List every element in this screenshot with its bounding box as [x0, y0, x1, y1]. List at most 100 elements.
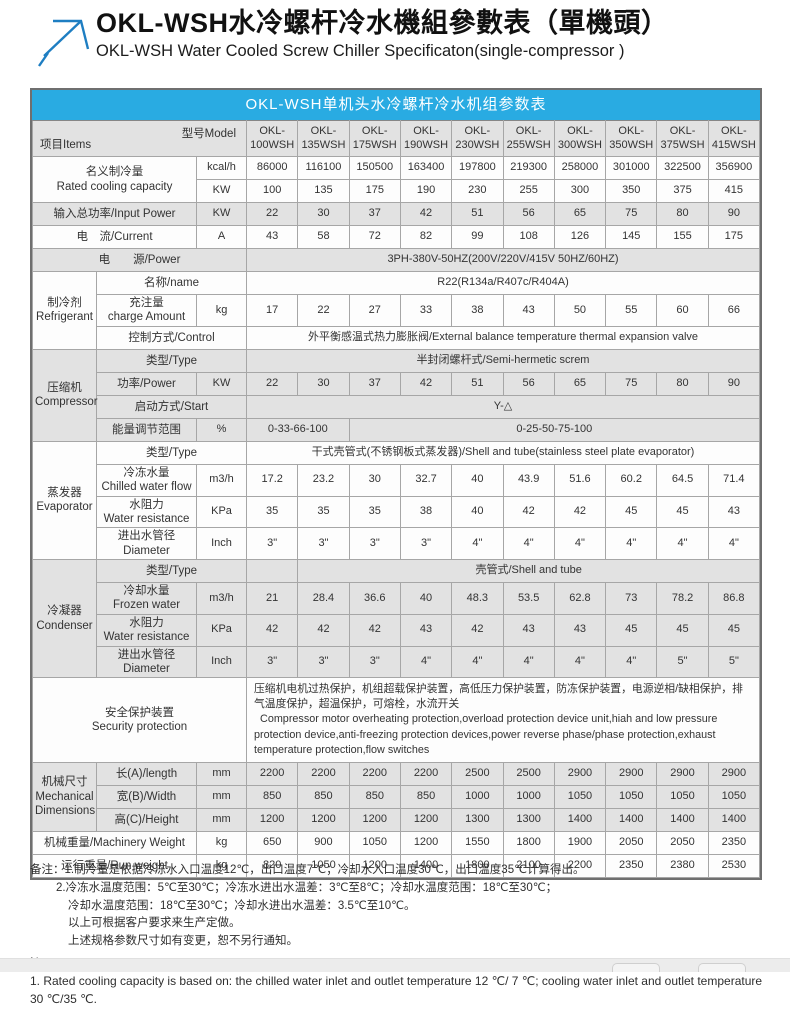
spec-value-cell: 2350	[605, 853, 658, 878]
row-label-en: Frozen water	[112, 599, 181, 612]
row-label-zh: 进出水管径	[117, 648, 176, 661]
items-label: 项目Items	[40, 138, 92, 151]
spec-value-cell: 40	[451, 495, 504, 529]
section-input-power: 输入总功率/Input Power KW 22 30 37 42 51 56 65 75 80 9…	[32, 202, 761, 226]
spec-value-cell: 48.3	[451, 582, 504, 615]
row-label: 能量调节范围	[96, 417, 197, 442]
row-label: 进出水管径 Diameter	[96, 527, 197, 560]
unit-cell: %	[195, 417, 248, 442]
spec-value-cell: 1050	[707, 784, 761, 809]
spec-value-cell: 17	[246, 294, 299, 327]
table-row: 水阻力 Water resistance KPa 35 35 35 38 40 42 42 4…	[33, 495, 761, 529]
spec-value-cell: Y-△	[246, 394, 760, 419]
spec-value-cell: R22(R134a/R407c/R404A)	[246, 271, 760, 295]
spec-value-cell: 0-33-66-100	[246, 417, 350, 442]
spec-value-cell: 3"	[348, 527, 401, 560]
spec-value-cell: 73	[605, 582, 658, 615]
row-label-en: Diameter	[123, 662, 170, 675]
spec-value-cell: 45	[656, 613, 709, 647]
section-security: 安全保护装置 Security protection 压缩机电机过热保护，机组超…	[31, 677, 760, 763]
row-label-zh: 水阻力	[129, 616, 164, 629]
section-machinery-weight: 机械重量/Machinery Weight kg 650 900 1050 1200 1…	[32, 830, 761, 855]
spec-value-cell: 4"	[399, 645, 453, 679]
spec-value-cell: 4"	[451, 645, 504, 679]
row-label: 名称/name	[95, 271, 248, 295]
spec-value-cell: 27	[348, 294, 401, 327]
spec-value-cell: 1400	[399, 853, 453, 878]
group-label: 制冷剂 Refrigerant	[32, 271, 97, 350]
spec-value-cell: 37	[348, 202, 401, 226]
spec-value-cell: 86.8	[707, 582, 761, 615]
spec-value-cell: 1200	[246, 807, 299, 832]
unit-cell: KPa	[195, 613, 248, 647]
spec-value-cell: 43.9	[502, 463, 555, 497]
note-line: 2.冷冻水温度范围：5℃至30℃；冷冻水进出水温差：3℃至8℃；冷却水温度范围：…	[56, 881, 558, 894]
spec-value-cell: 43	[707, 495, 761, 529]
spec-value-cell: 43	[553, 613, 607, 647]
row-label: 长(A)/length	[96, 761, 197, 786]
spec-value-cell: 3"	[297, 527, 350, 560]
row-label: 名义制冷量 Rated cooling capacity	[32, 156, 197, 203]
model-header-cell: OKL-100WSH	[246, 120, 299, 157]
spec-value-cell: 43	[246, 225, 299, 249]
spec-value-cell: 56	[502, 202, 555, 226]
spec-value-cell: 1800	[502, 830, 555, 855]
spec-value-cell: 2200	[348, 761, 401, 786]
spec-value-cell: 43	[502, 294, 555, 327]
model-header-cell: OKL-415WSH	[707, 120, 761, 157]
spec-value-cell: 45	[605, 495, 658, 529]
table-row: 水阻力 Water resistance KPa 42 42 42 43 42 43 43 4…	[33, 613, 761, 647]
model-header-cell: OKL-190WSH	[399, 120, 453, 157]
spec-value-cell: 1200	[399, 807, 453, 832]
spec-value-cell: 43	[399, 613, 453, 647]
table-title-bar: OKL-WSH单机头水冷螺杆冷水机组参数表	[32, 90, 760, 120]
spec-value-cell: 62.8	[553, 582, 607, 615]
spec-value-cell: 51.6	[553, 463, 607, 497]
spec-value-cell: 42	[246, 613, 299, 647]
spec-value-cell: 55	[605, 294, 658, 327]
spec-value-cell: 干式壳管式(不锈钢板式蒸发器)/Shell and tube(stainless…	[246, 440, 760, 465]
spec-value-cell: 415	[707, 179, 761, 203]
spec-value-cell: 850	[399, 784, 453, 809]
model-header-cell: OKL-175WSH	[348, 120, 401, 157]
spec-value-cell: 1050	[553, 784, 607, 809]
page-bottom-strip	[0, 958, 790, 972]
spec-value-cell: 190	[399, 179, 453, 203]
spec-value-cell: 壳管式/Shell and tube	[297, 559, 760, 583]
row-label-en: Water resistance	[103, 631, 190, 644]
spec-value-cell: 4"	[553, 645, 607, 679]
group-label-en: Mechanical Dimensions	[35, 790, 96, 817]
section-compressor: 压缩机 Compressor 类型/Type 半封闭螺杆式/Semi-herme…	[32, 348, 761, 442]
spec-value-cell: 40	[399, 582, 453, 615]
spec-value-cell: 116100	[297, 156, 350, 180]
spec-value-cell: 2050	[656, 830, 709, 855]
row-label: 充注量 charge Amount	[96, 294, 197, 327]
table-row: 冷凝器 Condenser 类型/Type 壳管式/Shell and tube	[32, 558, 760, 679]
spec-value-cell: 1900	[553, 830, 607, 855]
model-header-cell: OKL-135WSH	[297, 120, 350, 157]
spec-value-cell: 2200	[297, 761, 350, 786]
spec-value-cell: 45	[707, 613, 761, 647]
spec-value-cell: 2900	[656, 761, 709, 786]
spec-value-cell: 3"	[348, 645, 401, 679]
spec-value-cell: 145	[605, 225, 658, 249]
spec-value-cell: 126	[553, 225, 607, 249]
spec-value-cell: 301000	[605, 156, 658, 180]
model-label: 型号Model	[181, 128, 237, 140]
spec-value-cell: 1400	[707, 807, 761, 832]
note-line: 以上可根据客户要求来生产定做。	[68, 917, 241, 930]
corner-cell: 项目Items 型号Model	[31, 120, 248, 157]
model-header-cell: OKL-375WSH	[656, 120, 709, 157]
spec-value-cell: 21	[246, 582, 299, 615]
spec-value-cell: 4"	[605, 645, 658, 679]
row-label: 宽(B)/Width	[96, 784, 197, 809]
spec-value-cell: 60	[656, 294, 709, 327]
spec-value-cell: 5"	[707, 645, 761, 679]
spec-value-cell: 1400	[605, 807, 658, 832]
table-row: 充注量 charge Amount kg 17 22 27 33 38 43 50 55 60 6…	[33, 294, 761, 327]
spec-value-cell: 108	[502, 225, 555, 249]
spec-value-cell: 1200	[399, 830, 453, 855]
row-label-zh: 冷冻水量	[123, 466, 170, 479]
spec-value-cell: 2530	[707, 853, 761, 878]
page-header: OKL-WSH水冷螺杆冷水機組參數表（單機頭） OKL-WSH Water Co…	[30, 8, 760, 68]
